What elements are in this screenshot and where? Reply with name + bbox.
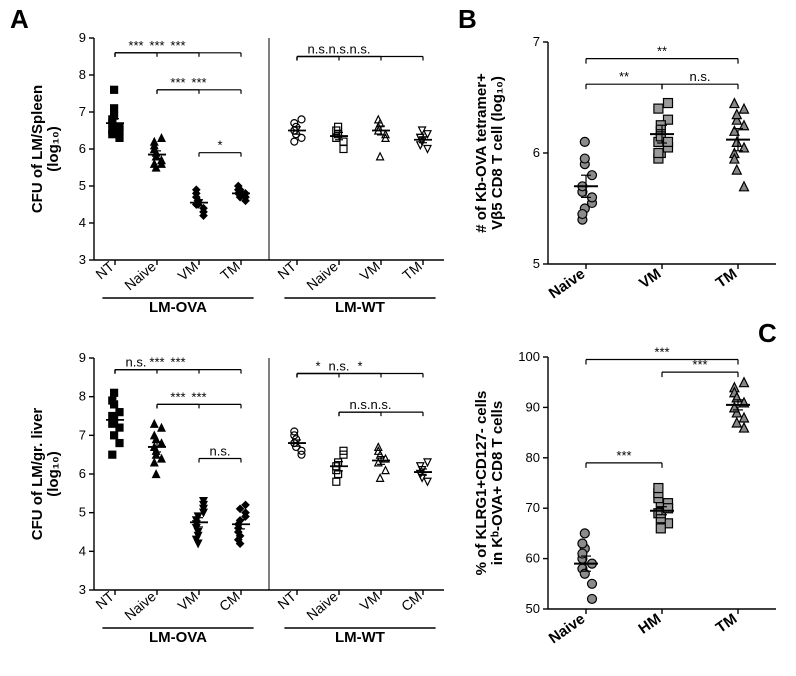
svg-text:***: *** [692,357,707,372]
svg-text:(log₁₀): (log₁₀) [45,451,62,496]
svg-text:80: 80 [526,450,540,465]
svg-text:n.s.: n.s. [210,444,231,459]
svg-text:CM: CM [398,588,425,614]
svg-text:8: 8 [79,389,86,404]
svg-text:90: 90 [526,399,540,414]
svg-text:7: 7 [79,427,86,442]
svg-text:4: 4 [79,543,86,558]
svg-text:***: *** [191,75,206,90]
svg-text:*: * [315,358,320,373]
svg-text:VM: VM [175,588,201,614]
svg-text:# of Kb-OVA tetramer+: # of Kb-OVA tetramer+ [473,73,490,233]
svg-text:LM-OVA: LM-OVA [149,629,207,646]
svg-text:n.s.: n.s. [690,69,711,84]
svg-text:70: 70 [526,500,540,515]
svg-text:(log₁₀): (log₁₀) [45,126,62,171]
svg-text:% of KLRG1+CD127- cells: % of KLRG1+CD127- cells [473,391,490,576]
svg-text:5: 5 [79,178,86,193]
svg-text:***: *** [128,38,143,53]
svg-text:VM: VM [357,588,383,614]
svg-text:TM: TM [399,258,425,283]
svg-text:8: 8 [79,67,86,82]
svg-text:50: 50 [526,601,540,616]
svg-text:5: 5 [533,256,540,271]
svg-text:HM: HM [635,610,664,637]
svg-text:3: 3 [79,252,86,267]
chart-a-liver: 3456789CFU of LM/gr. liver(log₁₀)NTNTNai… [24,340,454,660]
svg-text:3: 3 [79,582,86,597]
svg-text:Naive: Naive [121,258,159,293]
svg-text:n.s.: n.s. [329,42,350,57]
svg-text:***: *** [170,389,185,404]
svg-text:*: * [217,138,222,153]
svg-text:n.s.: n.s. [126,355,147,370]
svg-text:6: 6 [79,466,86,481]
svg-text:n.s.: n.s. [350,397,371,412]
svg-text:TM: TM [713,610,741,636]
svg-text:***: *** [149,355,164,370]
svg-text:Naive: Naive [303,258,341,293]
svg-text:6: 6 [79,141,86,156]
svg-text:***: *** [616,448,631,463]
svg-text:6: 6 [533,145,540,160]
svg-text:LM-WT: LM-WT [335,629,385,646]
svg-text:n.s.: n.s. [308,42,329,57]
svg-text:CM: CM [216,588,243,614]
svg-text:7: 7 [79,104,86,119]
svg-text:n.s.: n.s. [350,42,371,57]
svg-text:NT: NT [274,588,299,613]
chart-a-spleen: 3456789CFU of LM/Spleen(log₁₀)NTNTNaiveN… [24,20,454,330]
svg-text:LM-WT: LM-WT [335,299,385,316]
svg-text:n.s.: n.s. [329,358,350,373]
svg-text:***: *** [149,38,164,53]
svg-text:Naive: Naive [303,588,341,623]
svg-text:LM-OVA: LM-OVA [149,299,207,316]
svg-text:Naive: Naive [121,588,159,623]
svg-text:VM: VM [636,265,664,292]
svg-text:4: 4 [79,215,86,230]
svg-text:TM: TM [217,258,243,283]
chart-c: 50 60 70 80 90 100 % of KLRG1+CD127- cellsin K… [470,335,790,665]
svg-text:NT: NT [274,258,299,283]
svg-text:**: ** [657,44,667,59]
svg-text:VM: VM [357,258,383,284]
svg-text:CFU of LM/gr. liver: CFU of LM/gr. liver [29,408,46,541]
svg-text:9: 9 [79,30,86,45]
svg-text:VM: VM [175,258,201,284]
svg-text:60: 60 [526,551,540,566]
svg-text:in Kᵇ-OVA+ CD8 T cells: in Kᵇ-OVA+ CD8 T cells [489,401,506,565]
svg-text:Naive: Naive [546,265,589,302]
svg-text:Naive: Naive [546,610,589,647]
svg-text:5: 5 [79,505,86,520]
svg-text:**: ** [619,69,629,84]
chart-b: 5 6 7 # of Kb-OVA tetramer+Vβ5 CD8 T cell (… [470,20,790,320]
svg-text:7: 7 [533,34,540,49]
svg-text:Vβ5 CD8 T cell (log₁₀): Vβ5 CD8 T cell (log₁₀) [489,76,506,230]
svg-text:100: 100 [518,349,540,364]
svg-text:9: 9 [79,350,86,365]
svg-text:***: *** [654,345,669,360]
svg-text:NT: NT [92,258,117,283]
svg-text:*: * [357,358,362,373]
svg-text:***: *** [170,355,185,370]
svg-text:NT: NT [92,588,117,613]
svg-text:***: *** [170,75,185,90]
svg-text:CFU of LM/Spleen: CFU of LM/Spleen [29,85,46,213]
svg-text:n.s.: n.s. [371,397,392,412]
svg-text:TM: TM [713,265,741,291]
svg-text:***: *** [170,38,185,53]
svg-text:***: *** [191,389,206,404]
